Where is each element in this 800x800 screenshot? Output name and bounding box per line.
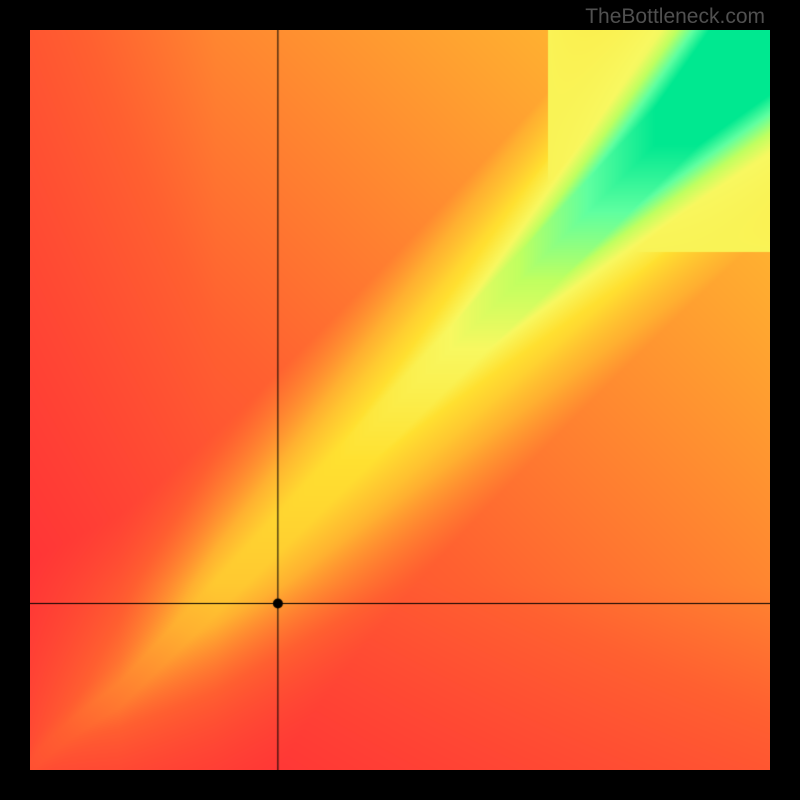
chart-container: TheBottleneck.com bbox=[0, 0, 800, 800]
heatmap-canvas bbox=[30, 30, 770, 770]
heatmap-chart bbox=[30, 30, 770, 770]
watermark-text: TheBottleneck.com bbox=[585, 5, 765, 29]
